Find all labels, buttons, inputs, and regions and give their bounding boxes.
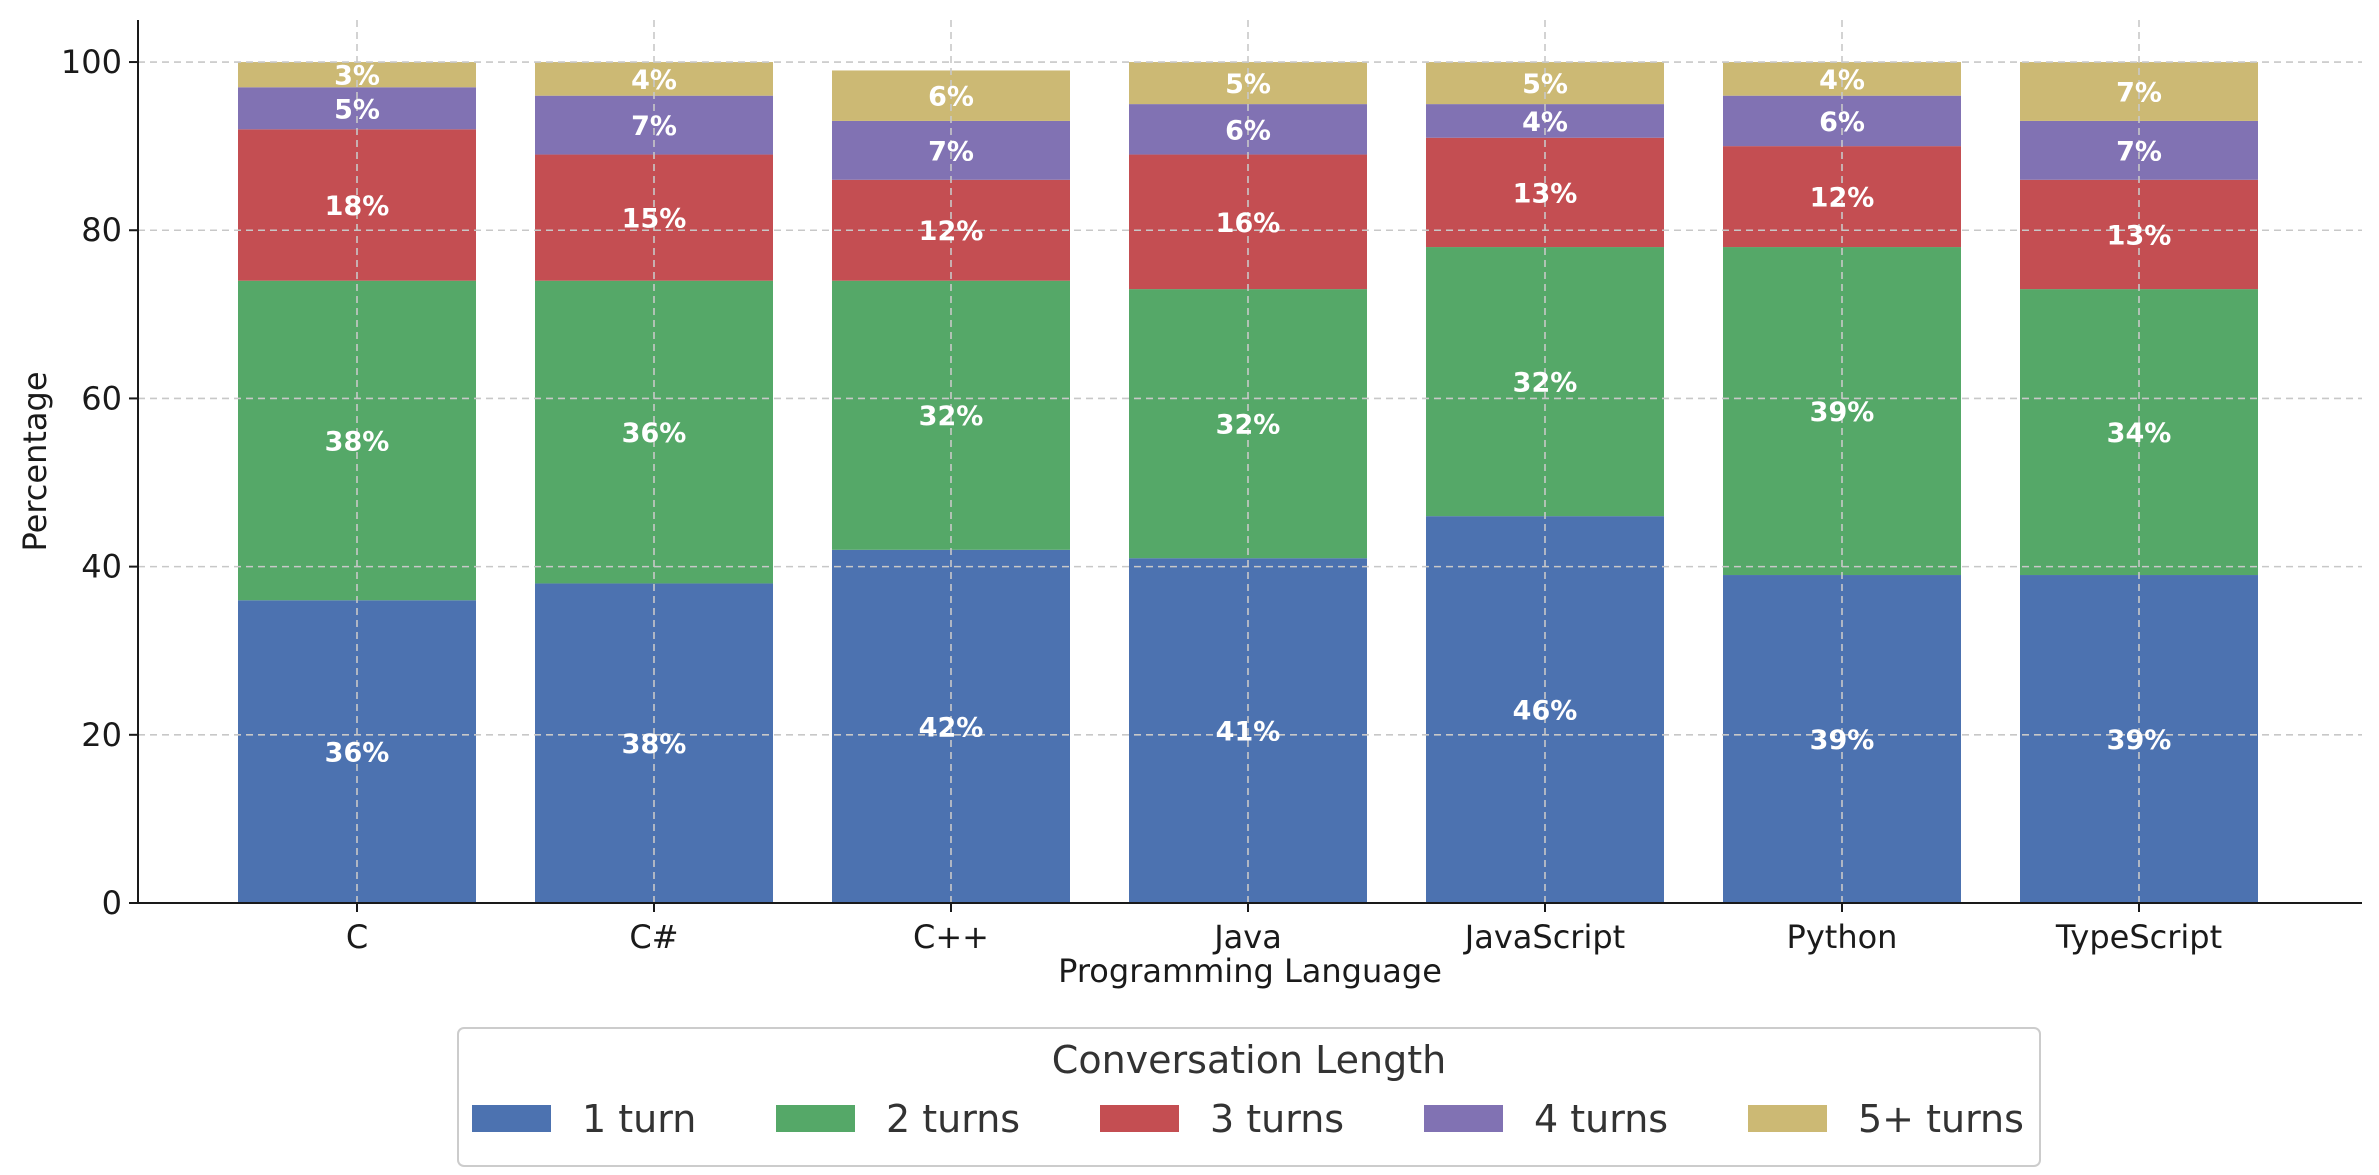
data-label-csharp-2-turns: 36% (622, 418, 687, 449)
x-tick-label-javascript: JavaScript (1463, 918, 1625, 956)
data-label-typescript-1-turn: 39% (2107, 725, 2172, 756)
data-label-typescript-5plus-turns: 7% (2116, 77, 2162, 108)
x-tick-label-java: Java (1212, 918, 1282, 956)
y-tick-label: 80 (81, 211, 122, 249)
data-label-python-4-turns: 6% (1819, 107, 1865, 138)
data-label-python-5plus-turns: 4% (1819, 65, 1865, 96)
data-label-java-5plus-turns: 5% (1225, 69, 1271, 100)
data-label-typescript-4-turns: 7% (2116, 136, 2162, 167)
data-label-java-4-turns: 6% (1225, 115, 1271, 146)
grid-layer (138, 20, 2362, 903)
legend-label-1-turn: 1 turn (582, 1097, 696, 1141)
legend-label-4-turns: 4 turns (1534, 1097, 1668, 1141)
legend-label-5plus-turns: 5+ turns (1858, 1097, 2024, 1141)
legend-swatch-1-turn (472, 1105, 551, 1132)
legend-swatch-3-turns (1100, 1105, 1179, 1132)
data-label-c-2-turns: 38% (325, 426, 390, 457)
data-label-javascript-3-turns: 13% (1513, 178, 1578, 209)
legend-swatch-2-turns (776, 1105, 855, 1132)
data-label-javascript-4-turns: 4% (1522, 107, 1568, 138)
data-label-c-5plus-turns: 3% (334, 61, 380, 92)
bar-typescript-3-turns (2020, 179, 2258, 290)
data-label-csharp-4-turns: 7% (631, 111, 677, 142)
y-tick-label: 60 (81, 379, 122, 417)
bar-csharp-5plus-turns (535, 62, 773, 96)
legend-swatch-5plus-turns (1748, 1105, 1827, 1132)
data-label-cplusplus-4-turns: 7% (928, 136, 974, 167)
legend-label-2-turns: 2 turns (886, 1097, 1020, 1141)
legend-label-3-turns: 3 turns (1210, 1097, 1344, 1141)
data-label-c-3-turns: 18% (325, 191, 390, 222)
y-tick-label: 20 (81, 716, 122, 754)
data-label-csharp-5plus-turns: 4% (631, 65, 677, 96)
x-tick-label-cplusplus: C++ (913, 918, 989, 956)
legend-items: 1 turn 2 turns 3 turns 4 turns 5+ turns (472, 1097, 2024, 1141)
data-label-cplusplus-3-turns: 12% (919, 216, 984, 247)
data-label-c-4-turns: 5% (334, 94, 380, 125)
x-tick-label-python: Python (1787, 918, 1898, 956)
data-label-javascript-1-turn: 46% (1513, 696, 1578, 727)
data-label-cplusplus-1-turn: 42% (919, 712, 984, 743)
data-label-javascript-5plus-turns: 5% (1522, 69, 1568, 100)
data-label-java-1-turn: 41% (1216, 717, 1281, 748)
data-label-python-1-turn: 39% (1810, 725, 1875, 756)
data-label-typescript-3-turns: 13% (2107, 220, 2172, 251)
axes-layer (137, 20, 2362, 904)
data-label-java-3-turns: 16% (1216, 208, 1281, 239)
y-axis-title: Percentage (16, 371, 54, 551)
data-label-csharp-1-turn: 38% (622, 729, 687, 760)
data-label-cplusplus-2-turns: 32% (919, 401, 984, 432)
data-label-cplusplus-5plus-turns: 6% (928, 82, 974, 113)
data-label-javascript-2-turns: 32% (1513, 368, 1578, 399)
y-tick-label: 100 (61, 43, 122, 81)
data-label-python-3-turns: 12% (1810, 183, 1875, 214)
x-tick-label-csharp: C# (629, 918, 678, 956)
data-label-typescript-2-turns: 34% (2107, 418, 2172, 449)
data-labels-layer: 36%38%18%5%3%38%36%15%7%4%42%32%12%7%6%4… (325, 61, 2172, 769)
x-tick-label-c: C (346, 918, 368, 956)
data-label-csharp-3-turns: 15% (622, 204, 687, 235)
x-tick-label-typescript: TypeScript (2055, 918, 2222, 956)
legend: Conversation Length 1 turn 2 turns 3 turns… (457, 1027, 2041, 1167)
legend-swatch-4-turns (1424, 1105, 1503, 1132)
data-label-java-2-turns: 32% (1216, 410, 1281, 441)
y-tick-label: 0 (102, 884, 122, 922)
bar-python-5plus-turns (1723, 62, 1961, 96)
data-label-python-2-turns: 39% (1810, 397, 1875, 428)
data-label-c-1-turn: 36% (325, 738, 390, 769)
x-axis-title: Programming Language (1058, 952, 1442, 990)
ticks-layer: 0 20 40 60 80 100 C C# C++ Java JavaScript Python Ty… (61, 43, 2222, 956)
y-tick-label: 40 (81, 548, 122, 586)
legend-title: Conversation Length (1052, 1038, 1446, 1082)
